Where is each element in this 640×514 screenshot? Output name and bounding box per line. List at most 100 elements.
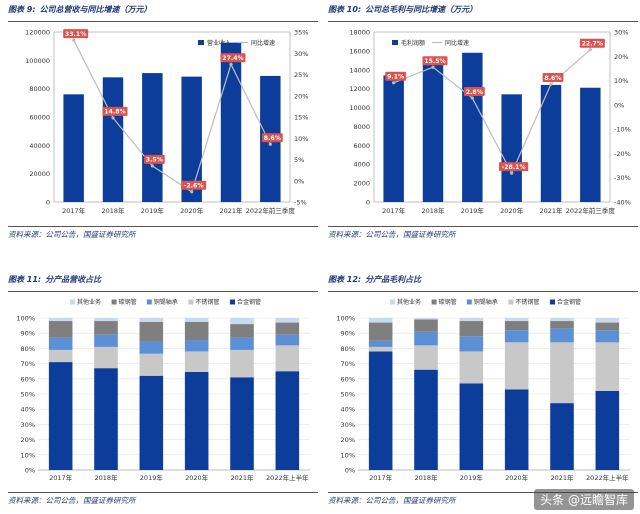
data-label: 15.5% [424,58,445,65]
y-tick-label: 60% [21,375,35,383]
stack-segment [139,318,164,322]
legend-swatch [146,299,152,305]
y-right-tick-label: 5% [294,156,304,164]
stack-segment [504,321,529,331]
revenue-mix-chart: 0% 10% 20% 30% 40% 50% 60% 70% 80% 90% 100% 2017年 20… [16,298,310,482]
y-tick-label: 10% [341,451,355,459]
y-tick-label: 90% [341,330,355,338]
chart-panel-profit-mix: 图表 12: 分产品毛利占比 0% 10% 20% 30% 40% 50% 60% 70% 80%… [328,274,640,510]
y-left-tick-label: 60000 [29,114,50,122]
x-tick-label: 2022年前三季度 [246,206,296,215]
data-label: 14.8% [104,109,125,116]
y-tick-label: 90% [21,330,35,338]
data-label-box [143,154,165,164]
stack-segment [48,349,73,363]
growth-point [510,171,514,175]
stack-segment [48,362,73,470]
growth-point [470,96,474,100]
y-right-tick-label: -30% [614,174,631,182]
legend-swatch [111,299,117,305]
stack-segment [459,383,484,470]
x-tick-label: 2021年 [539,206,563,215]
bar [220,42,242,202]
y-tick-label: 80% [341,345,355,353]
chart-source: 资料来源：公司公告，国盛证券研究所 [8,496,136,505]
chart-panel-gross-profit: 图表 10: 公司总毛利与同比增速（万元） 0 2000 4000 6000 8000 10… [328,4,640,240]
chart-title: 图表 11: 分产品营收占比 [8,275,102,284]
stack-segment [595,318,620,323]
stack-segment [94,368,118,470]
x-tick-label: 2022年前三季度 [566,206,616,215]
stack-segment [550,342,574,404]
y-left-tick-label: 120000 [25,29,50,37]
stack-segment [230,337,254,350]
x-tick-label: 2021年 [230,473,254,482]
stack-segment [94,321,118,335]
x-tick-label: 2019年 [140,473,164,482]
y-right-tick-label: -5% [294,199,307,207]
data-label: 33.1% [65,31,86,38]
x-tick-label: 2018年 [101,206,125,215]
stack-segment [414,369,438,470]
growth-point [111,116,115,120]
legend-swatch [230,299,235,305]
x-tick-label: 2017年 [369,473,393,482]
stack-segment [414,345,438,370]
stack-segment [414,331,438,346]
legend-swatch [508,299,514,305]
stack-segment [230,324,254,338]
stack-segment [504,389,529,470]
stack-segment [459,318,484,322]
bar [422,56,444,202]
legend-swatch [466,299,472,305]
stack-segment [275,345,300,372]
legend-label: 同比增速 [445,39,469,47]
revenue-chart: 0 20000 40000 60000 80000 100000 120000 -5% 0% 5%… [25,29,308,216]
stack-segment [94,318,118,322]
y-tick-label: 50% [341,391,355,399]
stack-segment [184,340,209,352]
y-right-tick-label: 30% [294,50,308,58]
y-right-tick-label: 20% [294,92,308,100]
x-tick-label: 2019年 [460,473,484,482]
data-label: -2.6% [184,183,204,190]
x-tick-label: 2020年 [505,473,529,482]
stack-segment [275,318,300,323]
y-left-tick-label: 20000 [29,170,50,178]
growth-point [392,81,396,85]
data-label: 27.4% [222,55,243,62]
y-right-tick-label: 20% [614,53,628,61]
growth-point [588,48,592,52]
stack-segment [459,336,484,352]
y-left-tick-label: 2000 [353,180,370,188]
stack-segment [139,341,164,354]
x-tick-label: 2018年 [414,473,438,482]
stack-segment [414,319,438,332]
y-right-tick-label: 0% [294,177,304,185]
x-tick-label: 2017年 [49,473,73,482]
bar [540,84,562,202]
source-rule [8,226,318,227]
plot-frame [373,31,611,203]
x-tick-label: 2020年 [500,206,524,215]
stack-segment [139,375,164,470]
y-left-tick-label: 14000 [349,66,370,74]
bar [501,94,522,202]
plot-frame [53,31,291,203]
growth-point [72,38,76,42]
y-right-tick-label: 10% [614,77,628,85]
stack-segment [184,321,209,341]
data-label: 8.6% [544,75,561,82]
stack-segment [139,321,164,342]
y-tick-label: 40% [21,406,35,414]
gross-profit-chart: 0 2000 4000 6000 8000 10000 12000 14000 16000 180… [349,29,631,216]
x-tick-label: 2017年 [382,206,406,215]
y-right-tick-label: -40% [614,199,631,207]
stack-segment [48,318,73,322]
y-right-tick-label: 10% [294,135,308,143]
title-rule [328,291,638,292]
y-right-tick-label: -20% [614,150,631,158]
stack-segment [368,318,393,323]
stack-segment [595,330,620,343]
bar [580,87,601,202]
